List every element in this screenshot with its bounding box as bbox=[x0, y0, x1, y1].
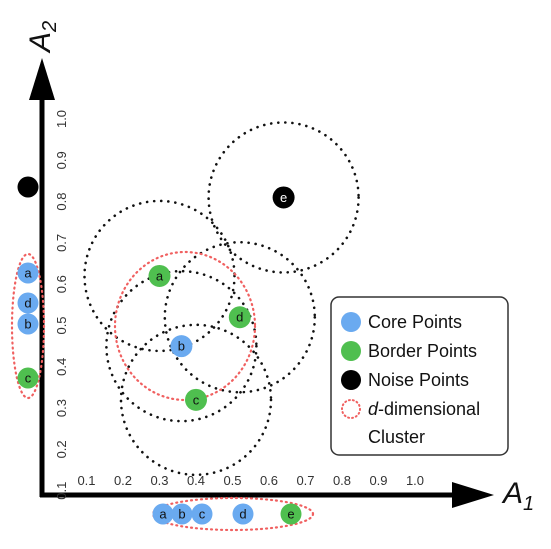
y-tick-label: 0.9 bbox=[54, 151, 69, 169]
legend-cluster-label: d-dimensional bbox=[368, 399, 480, 419]
y-tick-label: 0.8 bbox=[54, 193, 69, 211]
x-tick-label: 0.4 bbox=[187, 473, 205, 488]
x-tick-label: 1.0 bbox=[406, 473, 424, 488]
x-tick-label: 0.3 bbox=[150, 473, 168, 488]
x-axis-title: A1 bbox=[501, 477, 534, 515]
x-tick-label: 0.7 bbox=[296, 473, 314, 488]
point-label-e: e bbox=[280, 190, 287, 205]
y-projection-label-c: c bbox=[25, 371, 32, 386]
point-label-d: d bbox=[236, 310, 243, 325]
point-label-b: b bbox=[178, 339, 185, 354]
legend-core-label: Core Points bbox=[368, 312, 462, 332]
legend: Core Points Border Points Noise Points d… bbox=[331, 297, 508, 455]
y-tick-label: 1.0 bbox=[54, 110, 69, 128]
legend-noise-marker bbox=[341, 370, 361, 390]
legend-cluster-label-line2: Cluster bbox=[368, 427, 425, 447]
y-tick-label: 0.3 bbox=[54, 399, 69, 417]
legend-border-marker bbox=[341, 341, 361, 361]
x-tick-label: 0.2 bbox=[114, 473, 132, 488]
y-projection-point-noise bbox=[18, 177, 39, 198]
x-tick-label: 0.5 bbox=[223, 473, 241, 488]
y-projection-label-a: a bbox=[24, 266, 32, 281]
y-projection-points: adb c bbox=[18, 177, 39, 389]
point-label-a: a bbox=[156, 268, 164, 283]
y-tick-labels: 0.1 0.2 0.3 0.4 0.5 0.6 0.7 0.8 0.9 1.0 bbox=[54, 110, 69, 500]
y-tick-label: 0.1 bbox=[54, 482, 69, 500]
y-tick-label: 0.7 bbox=[54, 234, 69, 252]
y-axis-title: A2 bbox=[24, 21, 61, 54]
x-projection-label-e: e bbox=[287, 507, 294, 522]
legend-border-label: Border Points bbox=[368, 341, 477, 361]
data-points: a b c d e bbox=[149, 186, 295, 410]
x-projection-label-b: b bbox=[178, 507, 185, 522]
epsilon-neighborhoods bbox=[85, 122, 359, 474]
legend-core-marker bbox=[341, 312, 361, 332]
y-projection-label-b: b bbox=[24, 317, 31, 332]
y-axis-arrowhead bbox=[29, 58, 55, 100]
x-tick-label: 0.6 bbox=[260, 473, 278, 488]
y-projection-label-d: d bbox=[24, 296, 31, 311]
x-projection-label-c: c bbox=[199, 507, 206, 522]
legend-noise-label: Noise Points bbox=[368, 370, 469, 390]
x-tick-label: 0.9 bbox=[369, 473, 387, 488]
x-tick-label: 0.1 bbox=[77, 473, 95, 488]
x-axis-arrowhead bbox=[452, 482, 494, 508]
x-projection-label-a: a bbox=[159, 507, 167, 522]
x-tick-labels: 0.1 0.2 0.3 0.4 0.5 0.6 0.7 0.8 0.9 1.0 bbox=[77, 473, 424, 488]
y-tick-label: 0.5 bbox=[54, 316, 69, 334]
y-tick-label: 0.2 bbox=[54, 440, 69, 458]
y-tick-label: 0.6 bbox=[54, 275, 69, 293]
y-tick-label: 0.4 bbox=[54, 358, 69, 376]
x-tick-label: 0.8 bbox=[333, 473, 351, 488]
point-label-c: c bbox=[193, 392, 200, 407]
x-projection-label-d: d bbox=[239, 507, 246, 522]
